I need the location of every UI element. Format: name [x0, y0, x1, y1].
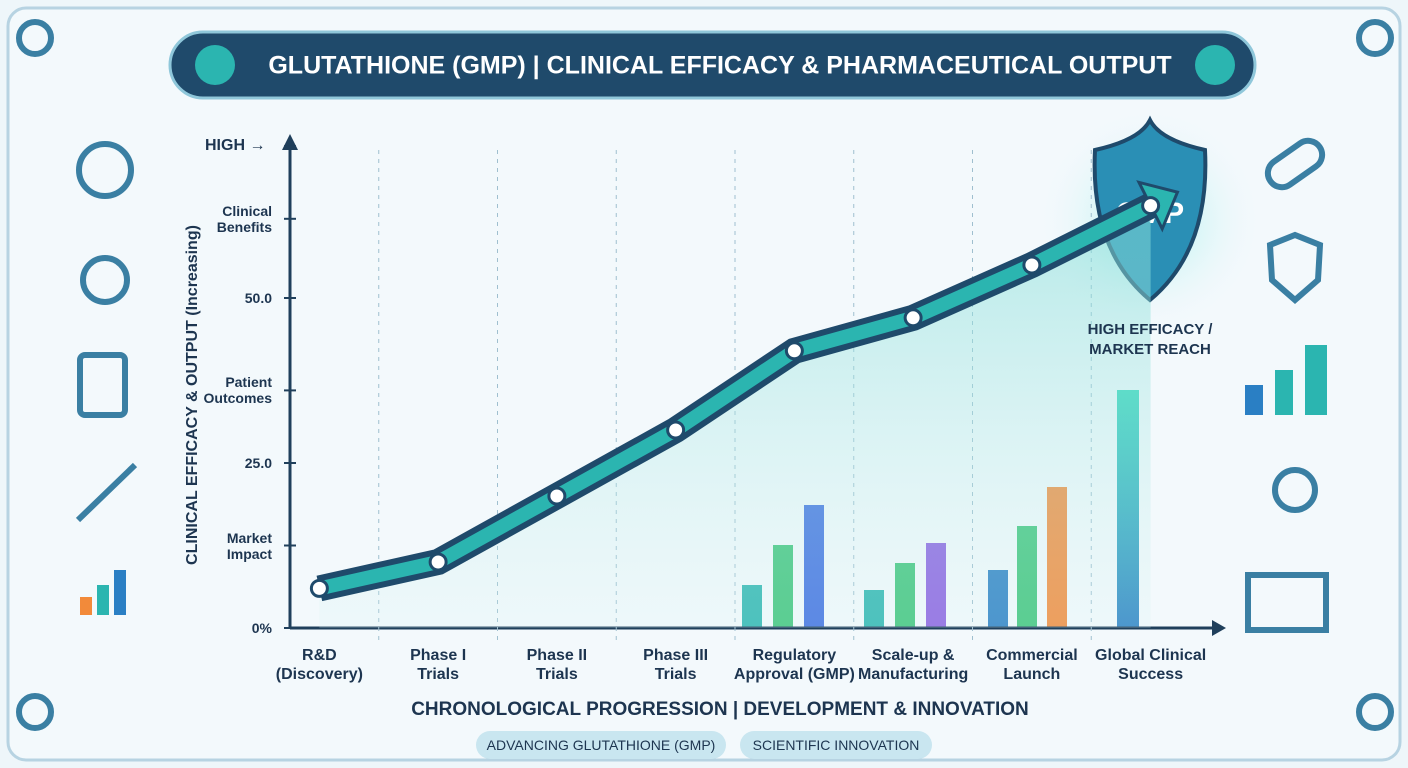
- dna-icon: [1195, 45, 1235, 85]
- x-tick-label: Regulatory Approval (GMP): [733, 647, 855, 683]
- title-banner: [168, 30, 1257, 100]
- y-tick-label: 25.0: [244, 455, 272, 471]
- chart-title: GLUTATHIONE (GMP) | CLINICAL EFFICACY & …: [268, 52, 1171, 80]
- point: [784, 341, 804, 361]
- y-tick-label: 0%: [251, 620, 272, 636]
- x-axis-label: CHRONOLOGICAL PROGRESSION | DEVELOPMENT …: [411, 699, 1029, 720]
- point: [1141, 196, 1161, 216]
- x-tick-label: Phase III Trials: [643, 647, 709, 683]
- x-tick-label: Commercial Launch: [986, 647, 1078, 683]
- x-tick-label: Scale-up & Manufacturing: [858, 647, 969, 683]
- y-tick-label: Market Impact: [226, 529, 272, 562]
- footer-tag: SCIENTIFIC INNOVATION: [740, 731, 932, 759]
- flask-icon: [195, 45, 235, 85]
- annotation: HIGH EFFICACY / MARKET REACH: [1087, 321, 1213, 358]
- point: [309, 578, 329, 598]
- point: [1022, 255, 1042, 275]
- x-tick-label: Phase I Trials: [410, 647, 467, 683]
- footer-tag: ADVANCING GLUTATHIONE (GMP): [476, 731, 726, 759]
- y-tick-label: 50.0: [244, 290, 272, 306]
- point: [547, 486, 567, 506]
- decor: [16, 19, 1394, 731]
- x-tick-label: R&D (Discovery): [275, 647, 363, 683]
- point: [428, 552, 448, 572]
- y-tick-label: HIGH →: [205, 137, 266, 155]
- y-tick-label: Clinical Benefits: [216, 202, 272, 235]
- x-tick-label: Phase II Trials: [526, 647, 588, 683]
- x-tick-label: Global Clinical Success: [1095, 647, 1207, 683]
- line: [317, 199, 1154, 596]
- y-tick-label: Patient Outcomes: [203, 374, 272, 407]
- point: [666, 420, 686, 440]
- point: [903, 308, 923, 328]
- y-axis-label: CLINICAL EFFICACY & OUTPUT (Increasing): [184, 225, 201, 565]
- x-axis-arrow: [1212, 620, 1226, 636]
